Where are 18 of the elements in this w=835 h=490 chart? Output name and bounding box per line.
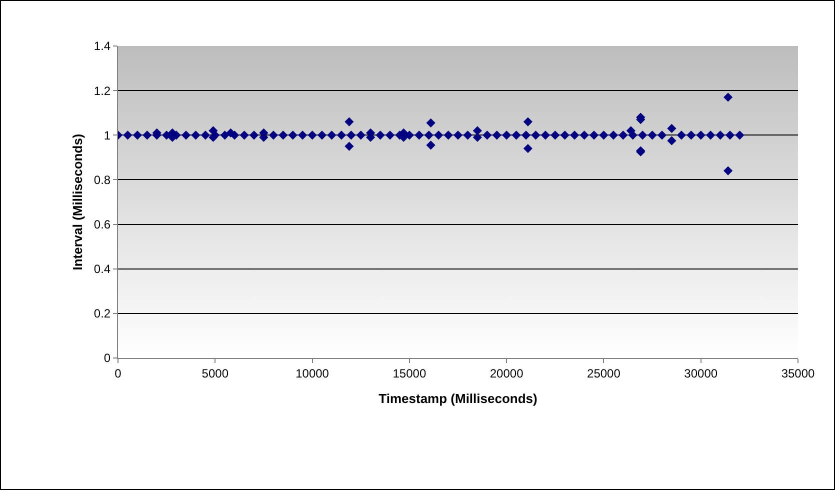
x-axis-title: Timestamp (Milliseconds) [378, 391, 538, 406]
x-tick-label: 20000 [490, 366, 524, 380]
x-tick-label: 25000 [587, 366, 621, 380]
x-tick-label: 10000 [296, 366, 330, 380]
y-tick-label: 1.2 [94, 84, 111, 98]
x-tick-label: 5000 [202, 366, 229, 380]
x-tick-label: 0 [114, 366, 122, 380]
y-tick-label: 0 [104, 351, 111, 366]
y-tick-label: 1 [104, 128, 111, 142]
y-tick-label: 0.4 [94, 262, 111, 276]
x-tick-label: 30000 [684, 366, 718, 380]
x-tick-label: 15000 [392, 366, 426, 380]
y-tick-label: 0.6 [94, 217, 111, 232]
y-tick-label: 0.8 [94, 172, 111, 187]
y-tick-label: 1.4 [94, 39, 111, 54]
y-axis-title: Interval (Milliseconds) [70, 134, 85, 270]
y-tick-label: 0.2 [94, 306, 111, 321]
x-tick-label: 35000 [781, 366, 816, 380]
